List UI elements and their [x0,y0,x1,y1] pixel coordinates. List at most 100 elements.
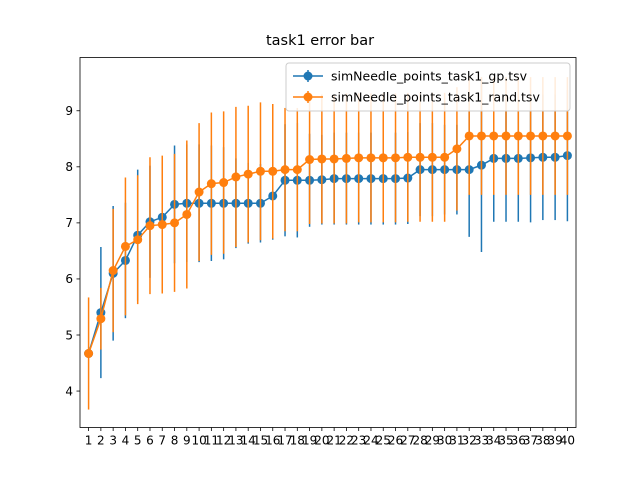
data-point [182,209,192,219]
data-point [231,172,241,182]
data-point [305,155,315,165]
x-tick-label: 40 [560,434,575,448]
x-tick-label: 6 [146,434,154,448]
data-point [550,131,560,141]
data-point [538,131,548,141]
x-tick-label: 37 [523,434,538,448]
series-1 [84,78,572,379]
x-tick-label: 4 [122,434,130,448]
x-tick-label: 14 [241,434,256,448]
x-tick-label: 19 [302,434,317,448]
data-point [317,154,327,164]
data-point [255,166,265,176]
legend-entry: simNeedle_points_task1_gp.tsv [293,69,528,84]
data-point [354,153,364,163]
data-point [206,179,216,189]
x-tick-label: 18 [290,434,305,448]
x-tick-label: 8 [171,434,179,448]
data-point [391,153,401,163]
x-tick-label: 7 [158,434,166,448]
data-point [415,152,425,162]
legend-label: simNeedle_points_task1_gp.tsv [331,69,528,84]
y-tick-label: 4 [65,384,73,398]
chart-title: task1 error bar [265,33,375,49]
y-tick-label: 8 [65,160,73,174]
data-point [366,153,376,163]
data-point [280,165,290,175]
data-point [378,153,388,163]
data-point [403,152,413,162]
series-line [87,154,568,354]
legend-marker [303,92,313,102]
legend-marker [303,71,313,81]
legend-label: simNeedle_points_task1_rand.tsv [331,90,540,105]
series-line [87,135,568,354]
x-tick-label: 27 [400,434,415,448]
x-tick-label: 12 [216,434,231,448]
x-tick-label: 24 [363,434,378,448]
y-tick-label: 6 [65,272,73,286]
data-point [170,218,180,228]
x-tick-label: 28 [412,434,427,448]
data-point [108,266,118,276]
data-point [292,165,302,175]
data-point [120,241,130,251]
data-point [133,235,143,245]
data-point [96,314,106,324]
data-point [157,220,167,230]
data-point [145,221,155,231]
x-tick-label: 34 [486,434,501,448]
x-tick-label: 2 [97,434,105,448]
x-tick-label: 33 [474,434,489,448]
x-tick-label: 39 [547,434,562,448]
x-tick-label: 25 [376,434,391,448]
x-axis: 1 2 3 4 5 6 7 8 9 1011121314151617181920212223242… [85,427,575,448]
x-tick-label: 11 [204,434,219,448]
x-tick-label: 16 [265,434,280,448]
data-point [501,131,511,141]
y-tick-label: 9 [65,104,73,118]
data-point [243,169,253,179]
data-point [427,152,437,162]
x-tick-label: 35 [498,434,513,448]
x-tick-label: 13 [228,434,243,448]
x-tick-label: 30 [437,434,452,448]
data-point [268,166,278,176]
x-tick-label: 32 [462,434,477,448]
y-tick-label: 5 [65,328,73,342]
data-point [194,187,204,197]
x-tick-label: 20 [314,434,329,448]
x-tick-label: 22 [339,434,354,448]
data-point [513,131,523,141]
data-point [452,144,462,154]
data-point [329,154,339,164]
x-tick-label: 15 [253,434,268,448]
plot-frame [79,57,577,428]
data-point [341,153,351,163]
x-tick-label: 17 [277,434,292,448]
data-point [476,131,486,141]
x-tick-label: 36 [511,434,526,448]
x-tick-label: 10 [191,434,206,448]
x-tick-label: 21 [326,434,341,448]
plot-marks [84,77,572,410]
x-tick-label: 26 [388,434,403,448]
data-point [84,349,94,358]
series-2 [84,77,572,410]
data-point [219,178,229,188]
x-tick-label: 38 [535,434,550,448]
data-point [526,131,536,141]
x-tick-label: 29 [425,434,440,448]
x-tick-label: 31 [449,434,464,448]
legend-box [285,62,571,112]
y-axis: 4 5 6 7 8 9 [65,104,80,398]
y-tick-label: 7 [65,216,73,230]
legend-entry: simNeedle_points_task1_rand.tsv [293,90,540,105]
data-point [464,131,474,141]
x-tick-label: 1 [85,434,93,448]
data-point [440,152,450,162]
data-point [562,131,572,141]
legend: simNeedle_points_task1_gp.tsv simNeedle_p… [285,62,571,112]
